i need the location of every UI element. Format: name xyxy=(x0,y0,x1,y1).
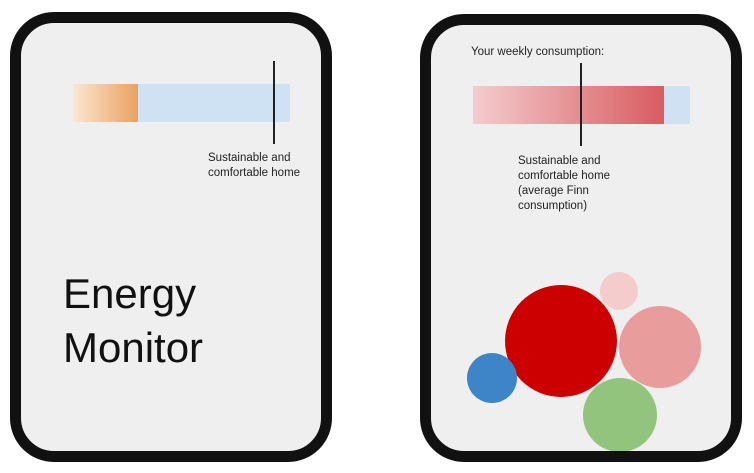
weekly-consumption-heading: Your weekly consumption: xyxy=(471,46,605,58)
consumption-bubbles xyxy=(467,272,701,451)
app-title-line-2: Monitor xyxy=(63,324,204,371)
app-title: Energy Monitor xyxy=(63,267,203,375)
target-label: Sustainable and comfortable home (averag… xyxy=(518,155,611,212)
target-label: Sustainable and comfortable home xyxy=(208,152,301,179)
energy-monitor-device-right: Your weekly consumption: Sustainable and… xyxy=(420,14,742,462)
weekly-consumption-bar-fill xyxy=(473,86,664,124)
bubble-blue[interactable] xyxy=(467,353,517,403)
app-title-line-1: Energy xyxy=(63,270,197,317)
bubble-green[interactable] xyxy=(583,378,657,451)
target-marker-line xyxy=(580,63,582,146)
energy-monitor-device-left: Sustainable and comfortable home Energy … xyxy=(10,12,332,462)
bubble-pale-pink[interactable] xyxy=(600,272,638,310)
target-marker-line xyxy=(273,61,275,144)
consumption-bar-fill xyxy=(73,84,139,122)
bubble-light-red[interactable] xyxy=(619,306,701,388)
consumption-bar-track xyxy=(73,84,290,122)
bubble-dark-red[interactable] xyxy=(505,285,617,397)
